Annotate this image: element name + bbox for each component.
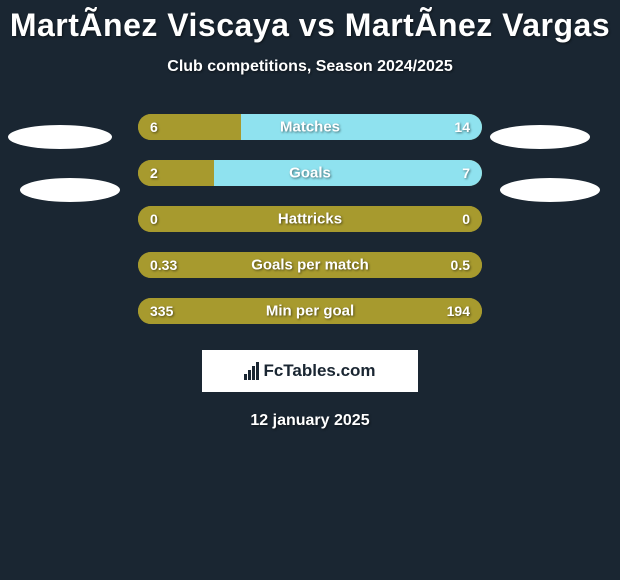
- comparison-card: MartÃ­nez Viscaya vs MartÃ­nez Vargas Cl…: [0, 0, 620, 430]
- ellipse-decoration: [8, 125, 112, 149]
- stat-row: 614Matches: [138, 114, 482, 140]
- stat-label: Goals: [138, 165, 482, 182]
- ellipse-decoration: [20, 178, 120, 202]
- date-label: 12 january 2025: [250, 412, 369, 430]
- stat-label: Matches: [138, 119, 482, 136]
- subtitle: Club competitions, Season 2024/2025: [167, 58, 452, 76]
- stat-row: 27Goals: [138, 160, 482, 186]
- logo-text: FcTables.com: [263, 361, 375, 381]
- bar-chart-icon: [244, 362, 259, 380]
- stat-row: 00Hattricks: [138, 206, 482, 232]
- ellipse-decoration: [490, 125, 590, 149]
- ellipse-decoration: [500, 178, 600, 202]
- stat-label: Goals per match: [138, 257, 482, 274]
- stats-list: 614Matches 27Goals 00Hattricks 0.330.5Goals…: [138, 114, 482, 324]
- stat-row: 0.330.5Goals per match: [138, 252, 482, 278]
- footer-logo: FcTables.com: [202, 350, 418, 392]
- stat-label: Min per goal: [138, 303, 482, 320]
- page-title: MartÃ­nez Viscaya vs MartÃ­nez Vargas: [10, 6, 610, 44]
- stat-label: Hattricks: [138, 211, 482, 228]
- stat-row: 335194Min per goal: [138, 298, 482, 324]
